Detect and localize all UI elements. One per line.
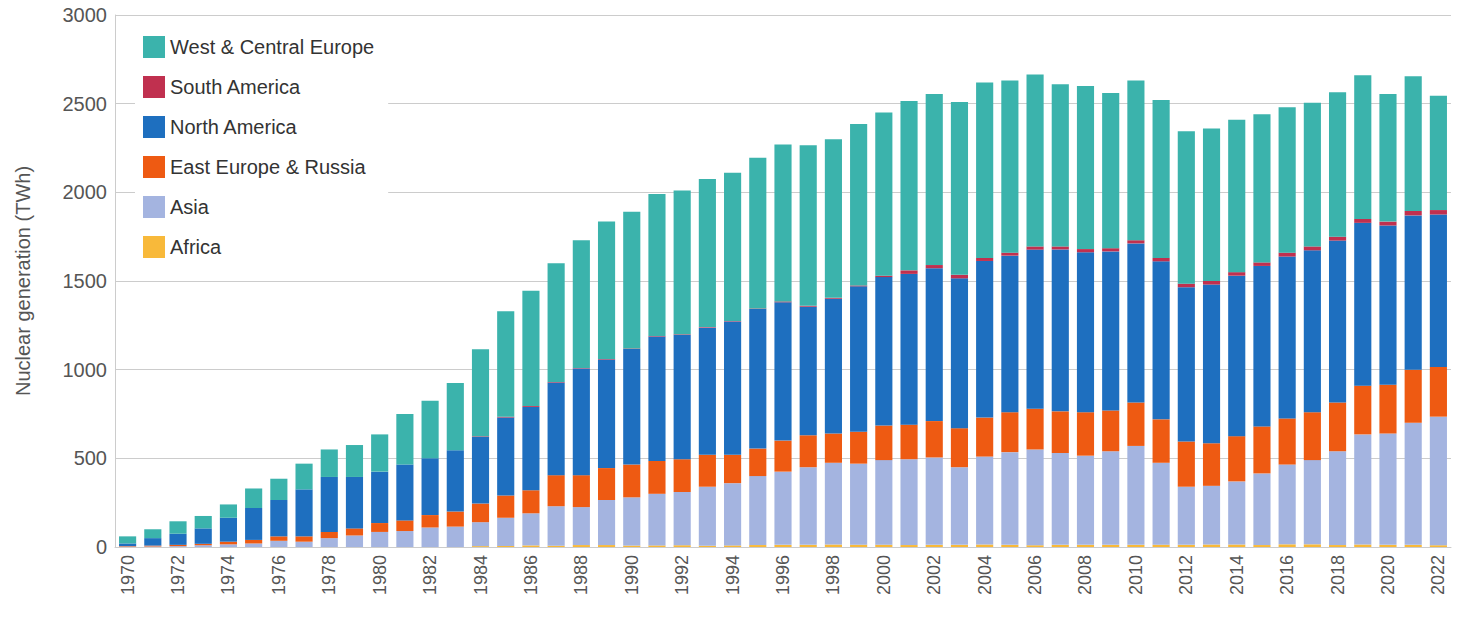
svg-text:2018: 2018 [1328, 555, 1348, 595]
svg-text:1996: 1996 [773, 555, 793, 595]
svg-text:1500: 1500 [63, 270, 108, 292]
svg-text:1984: 1984 [471, 555, 491, 595]
svg-text:1992: 1992 [672, 555, 692, 595]
svg-text:1980: 1980 [370, 555, 390, 595]
svg-text:3000: 3000 [63, 4, 108, 26]
svg-text:2000: 2000 [63, 181, 108, 203]
svg-text:2002: 2002 [924, 555, 944, 595]
svg-text:2000: 2000 [874, 555, 894, 595]
svg-text:1972: 1972 [168, 555, 188, 595]
svg-text:2012: 2012 [1176, 555, 1196, 595]
svg-text:2500: 2500 [63, 93, 108, 115]
svg-text:South America: South America [170, 76, 301, 98]
svg-text:1974: 1974 [218, 555, 238, 595]
svg-text:Nuclear generation (TWh): Nuclear generation (TWh) [12, 166, 34, 396]
svg-text:2016: 2016 [1277, 555, 1297, 595]
svg-text:1982: 1982 [420, 555, 440, 595]
svg-text:1978: 1978 [319, 555, 339, 595]
svg-text:0: 0 [96, 536, 107, 558]
svg-text:500: 500 [74, 447, 107, 469]
svg-text:1988: 1988 [571, 555, 591, 595]
svg-text:1000: 1000 [63, 359, 108, 381]
svg-text:North America: North America [170, 116, 298, 138]
svg-text:East Europe & Russia: East Europe & Russia [170, 156, 367, 178]
svg-text:2004: 2004 [975, 555, 995, 595]
svg-text:2014: 2014 [1227, 555, 1247, 595]
svg-text:Africa: Africa [170, 236, 222, 258]
svg-text:1976: 1976 [269, 555, 289, 595]
svg-text:2022: 2022 [1428, 555, 1448, 595]
svg-text:West & Central Europe: West & Central Europe [170, 36, 374, 58]
svg-text:1990: 1990 [622, 555, 642, 595]
svg-text:2010: 2010 [1126, 555, 1146, 595]
svg-text:1986: 1986 [521, 555, 541, 595]
svg-text:2008: 2008 [1075, 555, 1095, 595]
svg-text:2006: 2006 [1025, 555, 1045, 595]
svg-text:1970: 1970 [118, 555, 138, 595]
svg-text:1994: 1994 [723, 555, 743, 595]
svg-text:1998: 1998 [823, 555, 843, 595]
svg-text:Asia: Asia [170, 196, 210, 218]
svg-text:2020: 2020 [1378, 555, 1398, 595]
